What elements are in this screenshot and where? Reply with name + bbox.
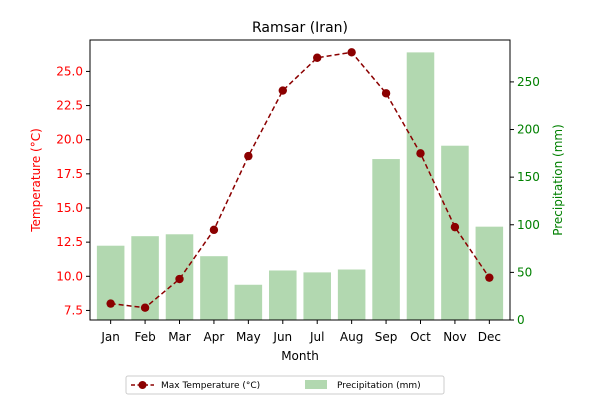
temperature-point-apr: [209, 225, 219, 235]
precipitation-bar-jan: [96, 245, 125, 320]
temperature-line: [106, 48, 494, 312]
x-axis-tick-label: Jul: [309, 330, 324, 344]
legend-bar-swatch: [305, 380, 327, 389]
temperature-point-jun: [278, 86, 287, 95]
precipitation-bar-jul: [303, 272, 331, 320]
x-axis-tick-label: Apr: [204, 330, 225, 344]
precipitation-bar-may: [234, 284, 263, 320]
legend-box: [125, 375, 445, 395]
left-axis-tick-label: 20.0: [56, 133, 83, 147]
temperature-point-jul: [313, 53, 322, 62]
right-axis-tick-label: 0: [517, 313, 525, 327]
precipitation-bar-aug: [337, 269, 366, 320]
left-axis-tick-label: 15.0: [56, 201, 83, 215]
temperature-point-nov: [450, 222, 460, 232]
x-axis-tick-label: Feb: [134, 330, 155, 344]
x-axis-tick-label: Aug: [340, 330, 363, 344]
right-axis-tick-label: 250: [517, 75, 540, 89]
left-y-axis: 7.5 10.0 12.5 15.0 17.5 20.0 22.5 25.0: [56, 64, 90, 317]
right-axis-title: Precipitation (mm): [551, 124, 565, 236]
x-axis-tick-label: Dec: [478, 330, 501, 344]
x-axis-tick-label: Jun: [272, 330, 292, 344]
temperature-point-jan: [106, 299, 115, 308]
x-axis-tick-label: Oct: [410, 330, 431, 344]
legend: Max Temperature (°C) Precipitation (mm): [125, 375, 445, 395]
temperature-point-dec: [485, 273, 494, 282]
temperature-line-path: [110, 51, 490, 309]
precipitation-bars: [96, 52, 504, 320]
left-axis-tick-label: 7.5: [64, 303, 83, 317]
left-axis-tick-label: 25.0: [56, 64, 83, 78]
temperature-point-mar: [175, 274, 184, 284]
precipitation-bar-dec: [475, 226, 504, 320]
chart-title: Ramsar (Iran): [252, 20, 348, 36]
temperature-point-oct: [416, 149, 425, 158]
legend-label-precipitation: Precipitation (mm): [337, 381, 421, 391]
plot-area-frame: [89, 39, 511, 321]
legend-marker-swatch: [138, 381, 147, 389]
x-axis: Jan Feb Mar Apr May Jun Jul Aug Sep Oct Nov Dec: [100, 320, 501, 344]
temperature-point-aug: [347, 48, 356, 57]
x-axis-title: Month: [281, 349, 319, 363]
left-axis-tick-label: 22.5: [56, 99, 83, 113]
x-axis-tick-label: Jan: [100, 330, 120, 344]
right-y-axis: 0 50 100 150 200 250: [510, 75, 540, 327]
legend-label-temperature: Max Temperature (°C): [161, 381, 260, 391]
precipitation-bar-apr: [200, 256, 228, 320]
left-axis-tick-label: 10.0: [56, 269, 83, 283]
precipitation-bar-nov: [441, 145, 469, 320]
temperature-point-feb: [140, 303, 150, 312]
precipitation-bar-sep: [372, 159, 400, 320]
right-axis-tick-label: 50: [517, 265, 532, 279]
left-axis-tick-label: 12.5: [56, 235, 83, 249]
precipitation-bar-jun: [269, 270, 297, 320]
x-axis-tick-label: May: [236, 330, 261, 344]
right-axis-tick-label: 200: [517, 123, 540, 137]
temperature-point-may: [244, 151, 253, 161]
x-axis-tick-label: Mar: [168, 330, 191, 344]
precipitation-bar-oct: [406, 52, 435, 320]
right-axis-tick-label: 150: [517, 170, 540, 184]
left-axis-title: Temperature (°C): [29, 128, 43, 233]
temperature-point-sep: [381, 89, 391, 98]
right-axis-tick-label: 100: [517, 218, 540, 232]
x-axis-tick-label: Sep: [375, 330, 398, 344]
x-axis-tick-label: Nov: [443, 330, 466, 344]
left-axis-tick-label: 17.5: [56, 167, 83, 181]
